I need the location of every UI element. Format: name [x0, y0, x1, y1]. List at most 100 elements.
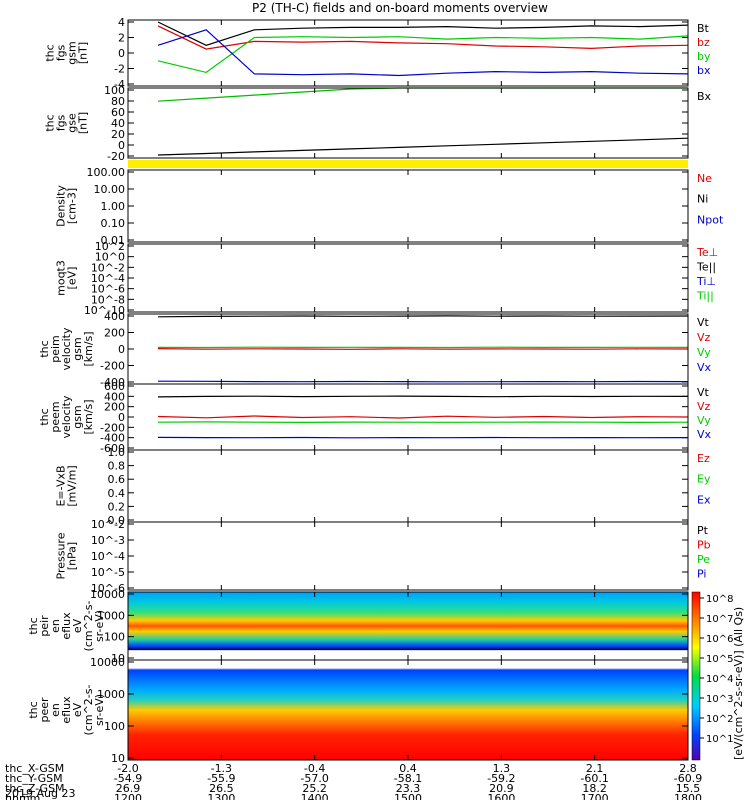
ytick-label: 10^-4 [91, 550, 125, 563]
axis-row-value: 0.4 [399, 762, 417, 775]
ytick-label: -200 [100, 360, 125, 373]
axis-row-value: -55.9 [207, 772, 235, 785]
ylabel-line: (cm^2-s- [82, 601, 95, 652]
ylabel-line: peer [38, 697, 51, 723]
ytick-label: 100 [104, 631, 125, 644]
ytick-label: 100.00 [87, 166, 126, 179]
axis-row-value: -57.0 [300, 772, 328, 785]
axis-row-value: -59.2 [487, 772, 515, 785]
series-line-bx [157, 29, 689, 77]
colorbar-tick-label: 10^3 [706, 694, 733, 705]
panel-efield: 1.00.80.60.40.20.0 E=-VxB[mV/m] Ez Ey Ex [55, 446, 711, 527]
series-line-Vz [157, 348, 689, 350]
ytick-label: -600 [100, 442, 125, 455]
legend-Vy: Vy [697, 346, 711, 359]
ytick-label: 10 [111, 752, 125, 765]
panel-frame [127, 521, 689, 591]
series-line-Vt [157, 395, 689, 398]
ylabel-line: [mV/m] [66, 465, 79, 506]
colorbar-tick-label: 10^5 [706, 654, 733, 665]
ytick-label: 100 [104, 720, 125, 733]
ylabel-line: eV [71, 702, 84, 717]
legend-Vz: Vz [697, 331, 711, 344]
axis-row-name: thc_X-GSM [5, 762, 64, 775]
ytick-label: 10000 [90, 588, 125, 601]
legend-Vz: Vz [697, 400, 711, 413]
ylabel-line: [nT] [77, 112, 90, 134]
ylabel-line: [nPa] [66, 542, 79, 570]
axis-row-value: 2.1 [586, 762, 604, 775]
ylabel-line: E=-VxB [55, 465, 68, 506]
legend-Ne: Ne [697, 172, 712, 185]
panel-pressure: 10^-2 10^-3 10^-4 10^-5 10^-6 Pressure[nPa] Pt… [55, 518, 711, 595]
ytick-label: 10^2 [95, 240, 125, 253]
ylabel-line: en [49, 619, 62, 633]
axis-row-value: 1600 [487, 792, 515, 800]
ylabel-line: fgs [55, 44, 68, 61]
ytick-label: -20 [107, 150, 125, 163]
ytick-label: 0.10 [101, 217, 126, 230]
legend-Ni: Ni [697, 193, 708, 206]
axis-row-value: 23.3 [396, 782, 421, 795]
ytick-label: 1.00 [101, 200, 126, 213]
ylabel-line: eflux [60, 696, 73, 724]
ytick-label: 40 [111, 117, 125, 130]
legend-Vy: Vy [697, 414, 711, 427]
axis-row-value: 1300 [207, 792, 235, 800]
colorbar-tick-label: 10^2 [706, 714, 733, 725]
ylabel-line: peir [38, 615, 51, 637]
legend-Ex: Ex [697, 493, 711, 506]
ytick-label: 200 [104, 327, 125, 340]
legend-Te||: Te|| [696, 261, 716, 274]
ytick-label: 0.0 [108, 514, 126, 527]
colorbar-tick-label: 10^1 [706, 734, 733, 745]
legend-Pb: Pb [697, 539, 711, 552]
series-line-Vz [157, 415, 689, 419]
ylabel-line: Density [55, 185, 68, 227]
ytick-label: 10^-4 [91, 272, 125, 285]
ylabel-line: velocity [60, 327, 73, 370]
figure-title: P2 (TH-C) fields and on-board moments ov… [252, 1, 548, 15]
ylabel-line: [cm-3] [66, 188, 79, 224]
axis-row-value: 1200 [114, 792, 142, 800]
legend-Vt: Vt [697, 386, 710, 399]
axis-row-value: 20.9 [489, 782, 514, 795]
ylabel-line: velocity [60, 395, 73, 438]
ylabel-line: thc [44, 44, 57, 61]
ylabel-line: peim [49, 335, 62, 363]
ytick-label: -400 [100, 432, 125, 445]
legend-Ti||: Ti|| [696, 290, 714, 303]
colorbar-gradient [691, 591, 701, 761]
legend-Npot: Npot [697, 213, 724, 226]
ylabel-line: thc [44, 114, 57, 131]
series-line-by [157, 35, 689, 74]
ytick-label: 10^0 [95, 251, 125, 264]
ylabel-line: thc [27, 617, 40, 634]
panel-frame [127, 243, 689, 313]
ytick-label: -2 [114, 63, 125, 76]
panel-frame [127, 19, 689, 87]
axis-row-value: 26.5 [209, 782, 234, 795]
ytick-label: -4 [114, 78, 125, 91]
legend-Pt: Pt [697, 524, 709, 537]
ytick-label: 600 [104, 380, 125, 393]
ytick-label: 10 [111, 652, 125, 665]
panel-frame [127, 169, 689, 243]
ylabel-line: [km/s] [82, 331, 95, 366]
ylabel-line: sr-eV) [93, 610, 106, 642]
axis-row-value: 26.9 [116, 782, 141, 795]
colorbar: 10^8 10^7 10^6 10^5 10^4 10^3 10^2 10^1 [691, 591, 733, 761]
yellow-flag-strip [128, 160, 688, 168]
ytick-label: 200 [104, 401, 125, 414]
ylabel-line: eflux [60, 612, 73, 640]
ylabel-line: gsm [66, 41, 79, 64]
axis-row-value: -2.0 [117, 762, 138, 775]
legend-bx: bx [697, 64, 711, 77]
ylabel-line: gse [66, 113, 79, 133]
colorbar-tick-label: 10^6 [706, 634, 733, 645]
ytick-label: 400 [104, 390, 125, 403]
ytick-label: 10^-6 [91, 582, 125, 595]
